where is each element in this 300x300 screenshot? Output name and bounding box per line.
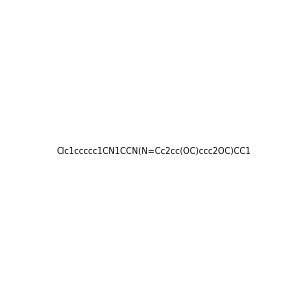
Text: Clc1ccccc1CN1CCN(N=Cc2cc(OC)ccc2OC)CC1: Clc1ccccc1CN1CCN(N=Cc2cc(OC)ccc2OC)CC1 bbox=[56, 147, 251, 156]
